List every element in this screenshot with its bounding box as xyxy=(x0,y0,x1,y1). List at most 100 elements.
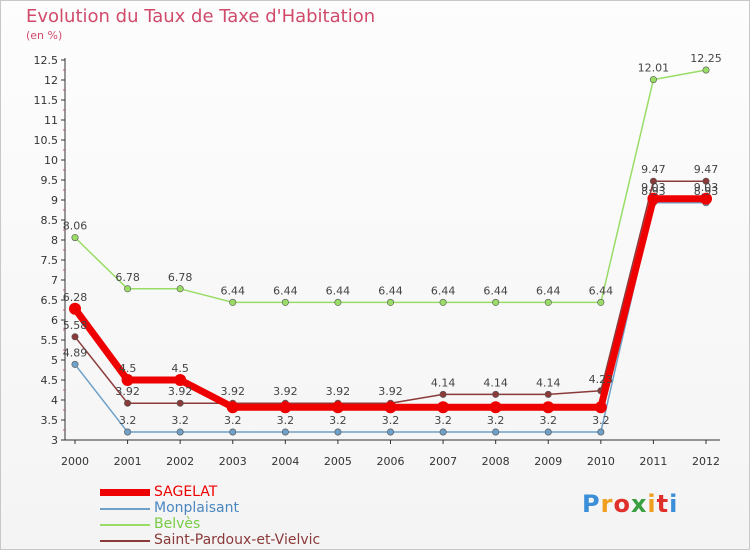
data-label: 6.44 xyxy=(536,284,561,297)
y-tick-label: 6 xyxy=(51,314,58,327)
data-point xyxy=(439,390,447,398)
y-tick-label: 10.5 xyxy=(34,134,59,147)
y-tick-label: 4.5 xyxy=(41,374,59,387)
legend-item: Belvès xyxy=(100,516,400,533)
legend-item: Saint-Pardoux-et-Vielvic xyxy=(100,532,400,549)
y-tick-label: 5.5 xyxy=(41,334,59,347)
y-tick-label: 12 xyxy=(44,74,58,87)
data-point xyxy=(649,177,657,185)
data-point xyxy=(544,390,552,398)
data-label: 3.92 xyxy=(326,385,351,398)
data-label: 3.2 xyxy=(119,414,137,427)
data-label: 6.78 xyxy=(115,271,140,284)
x-tick-label: 2008 xyxy=(482,455,510,468)
x-tick-label: 2011 xyxy=(639,455,667,468)
data-label: 3.92 xyxy=(168,385,193,398)
legend-swatch xyxy=(100,524,150,526)
data-label: 6.44 xyxy=(431,284,456,297)
y-tick-label: 6.5 xyxy=(41,294,59,307)
x-tick-label: 2000 xyxy=(61,455,89,468)
data-point xyxy=(597,428,605,436)
legend-label: SAGELAT xyxy=(154,484,218,500)
data-label: 8.93 xyxy=(694,185,719,198)
data-label: 4.14 xyxy=(431,376,456,389)
data-point xyxy=(489,401,502,414)
data-point xyxy=(439,298,447,306)
data-point xyxy=(542,401,555,414)
data-point xyxy=(71,333,79,341)
data-point xyxy=(647,192,660,205)
y-tick-label: 9 xyxy=(51,194,58,207)
data-point xyxy=(544,428,552,436)
y-tick-label: 8 xyxy=(51,234,58,247)
data-point xyxy=(386,298,394,306)
data-point xyxy=(229,298,237,306)
data-point xyxy=(176,399,184,407)
data-point xyxy=(649,76,657,84)
chart-legend: SAGELAT Monplaisant Belvès Saint-Pardoux-et… xyxy=(100,484,400,549)
data-point xyxy=(124,428,132,436)
data-label: 6.78 xyxy=(168,271,193,284)
y-tick-label: 8.5 xyxy=(41,214,59,227)
data-point xyxy=(702,177,710,185)
data-point xyxy=(700,192,712,205)
data-point xyxy=(124,285,132,293)
data-label: 3.2 xyxy=(540,414,558,427)
data-point xyxy=(334,298,342,306)
x-tick-label: 2010 xyxy=(587,455,615,468)
data-point xyxy=(331,401,344,414)
data-point xyxy=(176,428,184,436)
data-point xyxy=(176,285,184,293)
data-label: 3.92 xyxy=(273,385,298,398)
data-label: 9.03 xyxy=(694,181,719,194)
data-label: 9.47 xyxy=(641,163,666,176)
data-point xyxy=(71,360,79,368)
data-point xyxy=(69,302,81,315)
data-point xyxy=(492,390,500,398)
data-label: 4.14 xyxy=(483,376,508,389)
x-tick-label: 2009 xyxy=(534,455,562,468)
data-label: 12.01 xyxy=(638,62,670,75)
legend-label: Saint-Pardoux-et-Vielvic xyxy=(154,532,321,548)
data-point xyxy=(597,298,605,306)
data-label: 6.44 xyxy=(589,284,614,297)
legend-swatch xyxy=(100,540,150,542)
data-label: 3.92 xyxy=(221,385,246,398)
x-tick-label: 2006 xyxy=(377,455,405,468)
data-label: 8.93 xyxy=(641,185,666,198)
y-tick-label: 4 xyxy=(51,394,58,407)
y-tick-label: 12.5 xyxy=(34,54,59,67)
y-tick-label: 11 xyxy=(44,114,58,127)
data-label: 4.89 xyxy=(63,346,88,359)
data-label: 12.25 xyxy=(690,52,722,65)
legend-label: Belvès xyxy=(154,516,201,532)
data-label: 3.2 xyxy=(277,414,295,427)
y-tick-label: 10 xyxy=(44,154,58,167)
data-point xyxy=(492,428,500,436)
y-tick-label: 7.5 xyxy=(41,254,59,267)
data-point xyxy=(121,374,134,386)
y-tick-label: 5 xyxy=(51,354,58,367)
data-point xyxy=(702,66,710,74)
data-label: 6.44 xyxy=(378,284,403,297)
data-point xyxy=(279,401,292,414)
data-label: 3.2 xyxy=(487,414,505,427)
y-tick-label: 9.5 xyxy=(41,174,59,187)
x-tick-label: 2007 xyxy=(429,455,457,468)
data-point xyxy=(386,428,394,436)
data-label: 3.92 xyxy=(115,385,140,398)
chart-title: Evolution du Taux de Taxe d'Habitation xyxy=(26,6,376,27)
data-point xyxy=(226,401,239,414)
proxiti-logo: Proxiti xyxy=(582,490,679,518)
legend-label: Monplaisant xyxy=(154,500,239,516)
data-point xyxy=(544,298,552,306)
data-point xyxy=(174,374,187,386)
data-point xyxy=(439,428,447,436)
data-label: 4.5 xyxy=(171,362,189,375)
data-point xyxy=(71,234,79,242)
data-label: 6.44 xyxy=(273,284,298,297)
data-label: 3.2 xyxy=(434,414,452,427)
data-label: 3.92 xyxy=(378,385,403,398)
data-point xyxy=(229,428,237,436)
